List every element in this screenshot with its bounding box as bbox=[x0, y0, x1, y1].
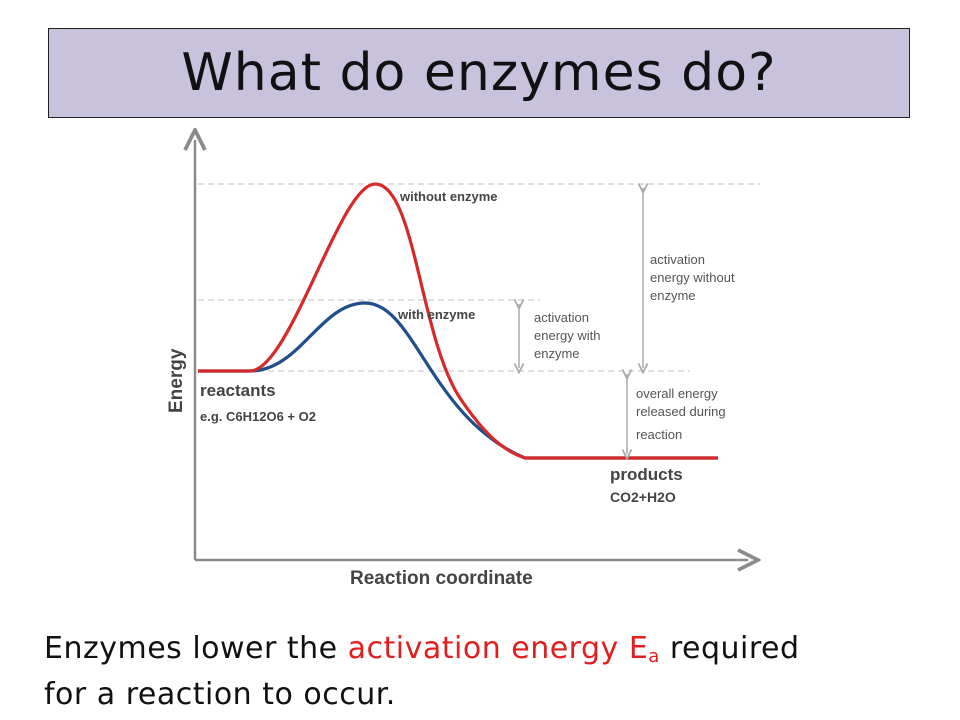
x-axis-label: Reaction coordinate bbox=[350, 568, 533, 589]
annotation-overall: overall energy released during reaction bbox=[636, 386, 726, 442]
annotation-ea-without: activation energy without enzyme bbox=[650, 252, 735, 303]
reactants-formula: e.g. C6H12O6 + O2 bbox=[200, 409, 316, 424]
caption-subscript: a bbox=[648, 646, 660, 667]
annotation-line: reaction bbox=[636, 427, 682, 442]
page-title: What do enzymes do? bbox=[181, 43, 777, 103]
annotation-line: enzyme bbox=[534, 346, 580, 361]
annotation-line: overall energy bbox=[636, 386, 718, 401]
annotation-line: energy without bbox=[650, 270, 735, 285]
caption-suffix: required bbox=[659, 631, 800, 666]
annotation-line: enzyme bbox=[650, 288, 696, 303]
caption-prefix: Enzymes lower the bbox=[44, 631, 348, 666]
annotation-line: activation bbox=[650, 252, 705, 267]
annotation-line: released during bbox=[636, 404, 726, 419]
products-formula: CO2+H2O bbox=[610, 489, 676, 505]
energy-diagram: without enzyme with enzyme activation en… bbox=[166, 128, 770, 589]
y-axis-label: Energy bbox=[166, 348, 187, 413]
curve-with-enzyme bbox=[198, 301, 718, 460]
caption-line2: for a reaction to occur. bbox=[44, 677, 396, 712]
annotation-ea-with: activation energy with enzyme bbox=[534, 310, 600, 361]
caption-highlight: activation energy E bbox=[347, 631, 649, 666]
label-with-enzyme: with enzyme bbox=[397, 307, 475, 322]
curve-without-enzyme bbox=[198, 182, 718, 460]
annotation-line: energy with bbox=[534, 328, 600, 343]
label-without-enzyme: without enzyme bbox=[399, 189, 498, 204]
title-banner: What do enzymes do? bbox=[48, 28, 910, 118]
reactants-label: reactants bbox=[200, 381, 276, 400]
annotation-line: activation bbox=[534, 310, 589, 325]
products-label: products bbox=[610, 465, 683, 484]
caption: Enzymes lower the activation energy Ea r… bbox=[44, 630, 924, 714]
